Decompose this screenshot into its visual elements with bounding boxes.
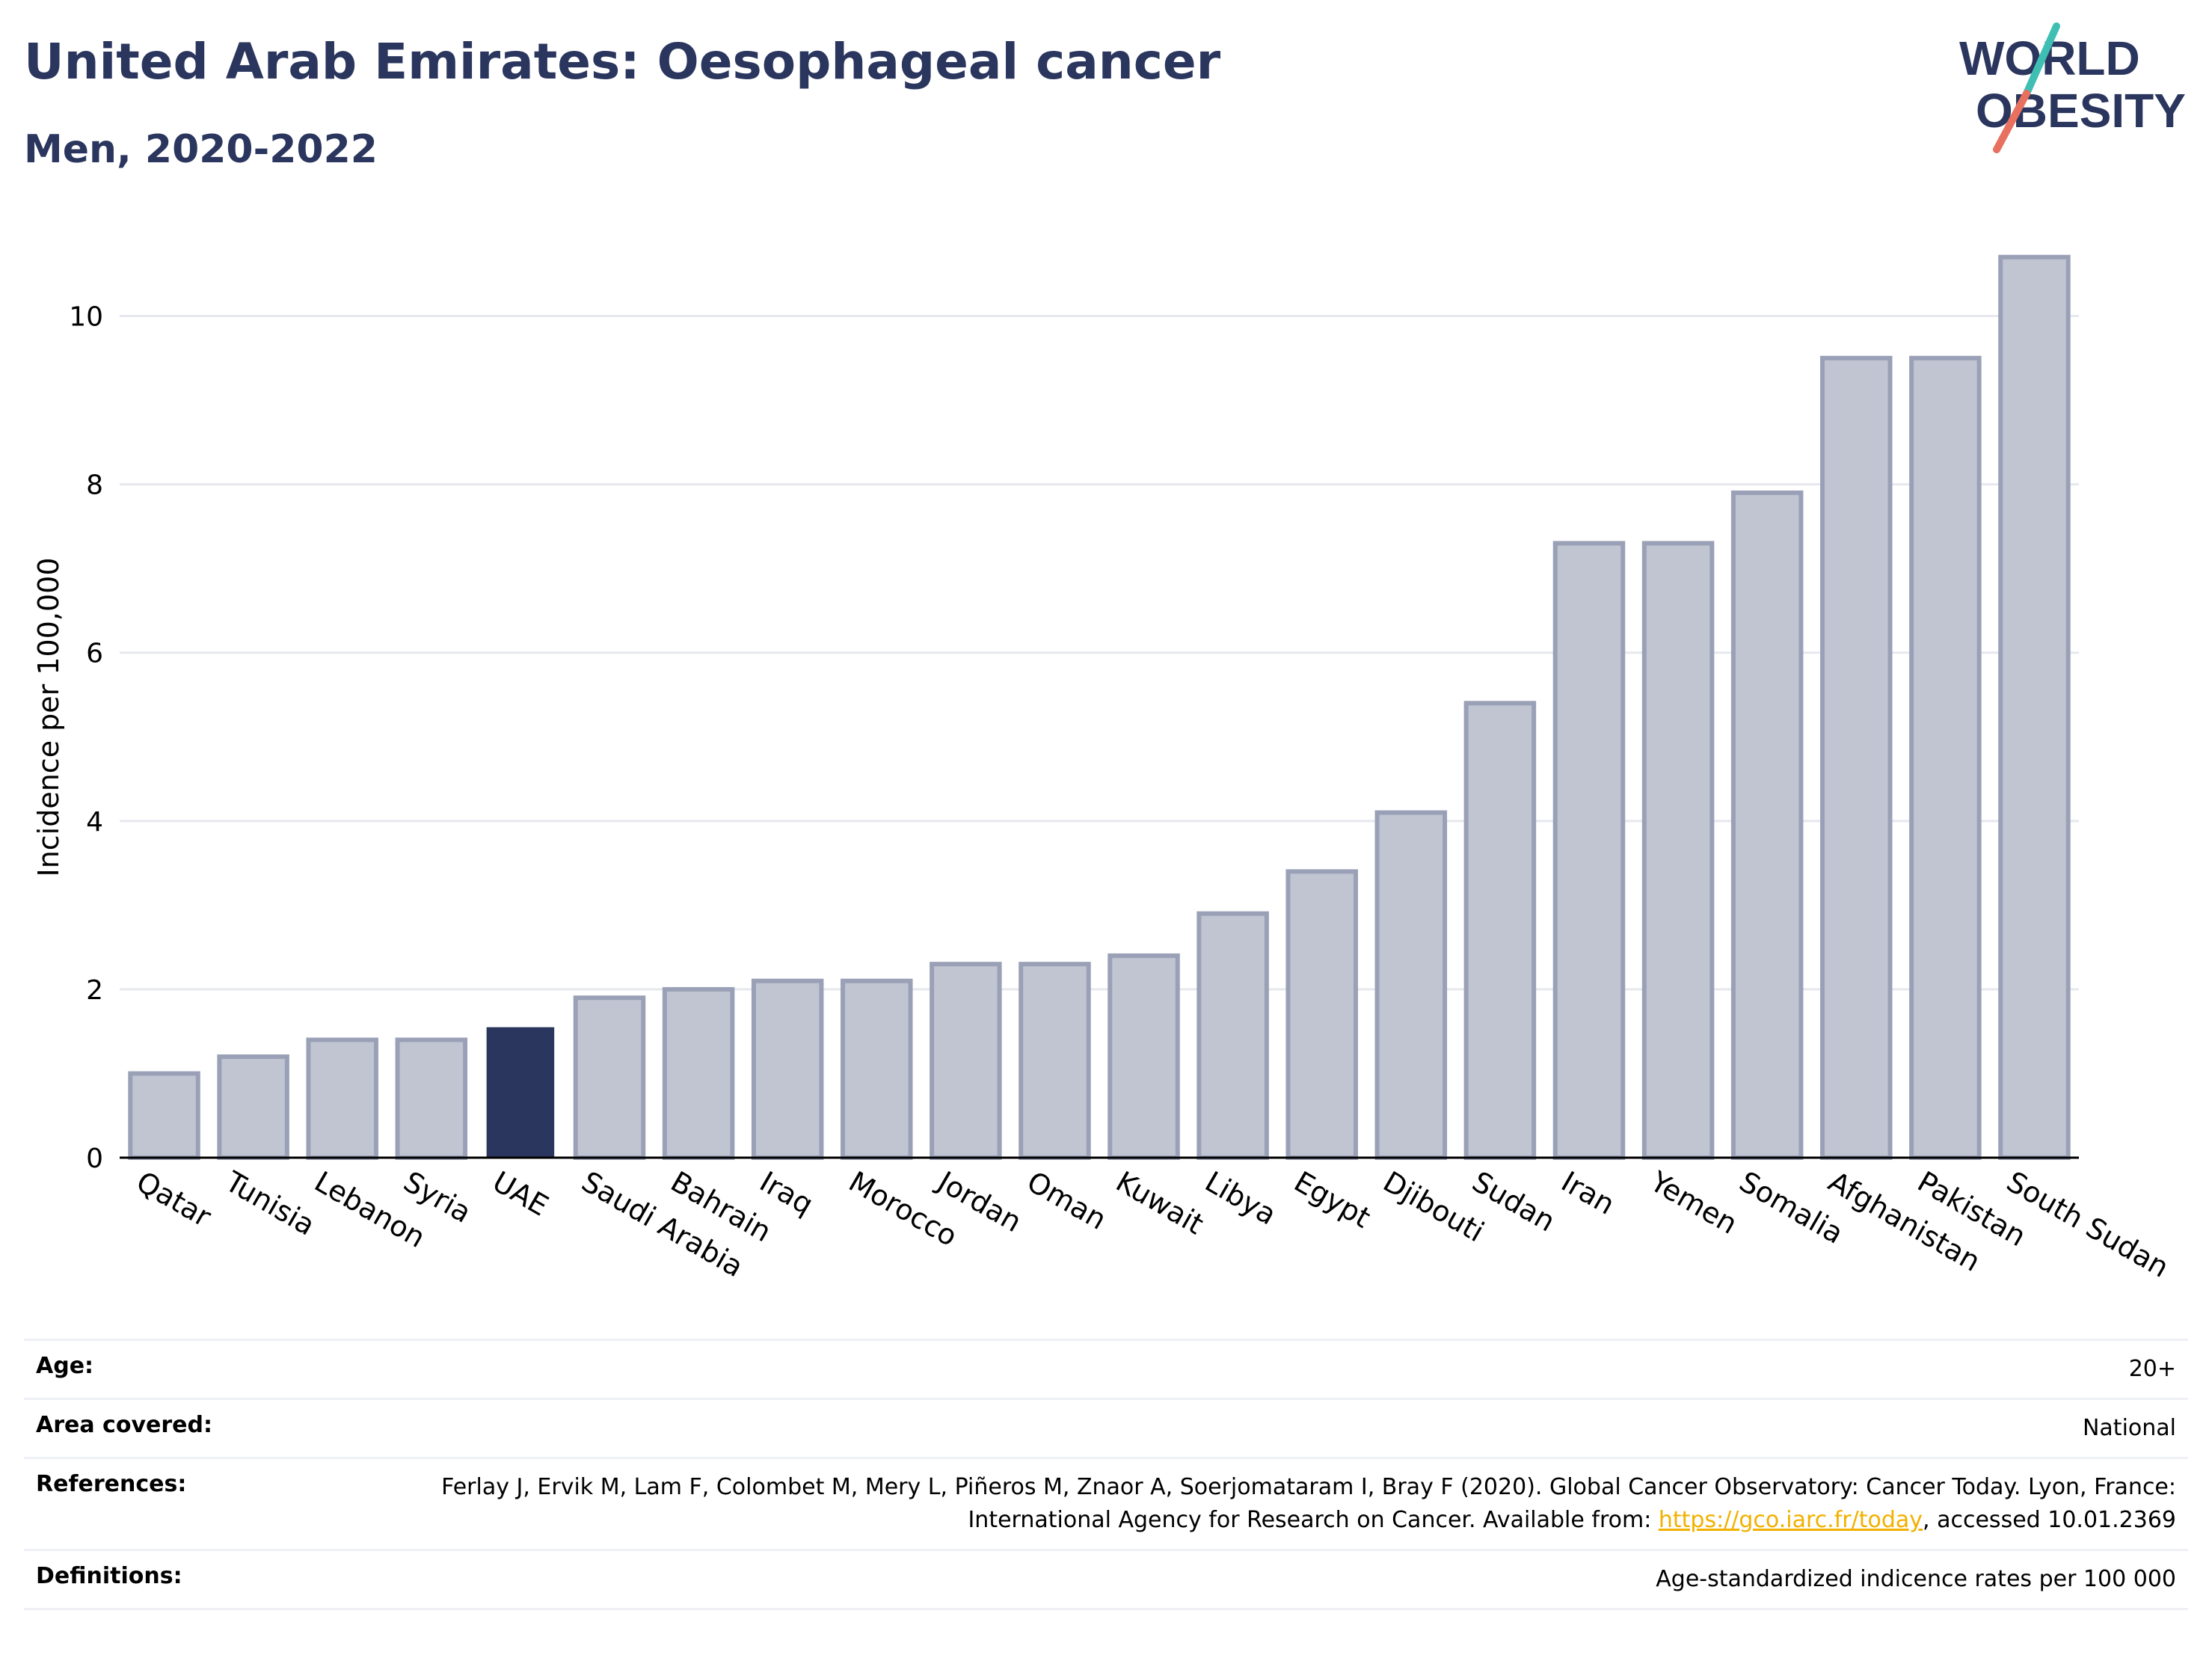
x-tick-label: Libya [1199, 1165, 1282, 1232]
y-axis-label: Incidence per 100,000 [32, 557, 65, 876]
bar-oman [1019, 962, 1091, 1161]
logo-slash-teal [2023, 22, 2060, 97]
info-key-references: References: [24, 1457, 362, 1550]
bar-afghanistan [1820, 355, 1893, 1160]
logo-slash-coral [1993, 90, 2030, 153]
info-row-age: Age: 20+ [24, 1339, 2188, 1399]
bar-jordan [930, 962, 1002, 1161]
info-value-references: Ferlay J, Ervik M, Lam F, Colombet M, Me… [362, 1457, 2188, 1550]
y-tick-label: 6 [86, 639, 103, 669]
info-row-area: Area covered: National [24, 1398, 2188, 1458]
info-value-age: 20+ [362, 1339, 2188, 1399]
bar-somalia [1730, 490, 1804, 1160]
bar-syria [395, 1037, 468, 1161]
world-obesity-logo: WORLD OBESITY [1959, 22, 2186, 153]
y-tick-label: 4 [86, 807, 103, 838]
bar-saudi-arabia [573, 995, 646, 1161]
info-key-age: Age: [24, 1339, 362, 1399]
y-tick-label: 8 [86, 470, 103, 501]
info-row-definitions: Definitions: Age-standardized indicence … [24, 1549, 2188, 1610]
bar-tunisia [217, 1054, 289, 1160]
bar-djibouti [1374, 810, 1448, 1160]
y-tick-label: 10 [69, 302, 103, 333]
bar-uae [486, 1027, 555, 1158]
x-tick-label: UAE [487, 1165, 553, 1223]
bar-lebanon [306, 1037, 378, 1161]
info-key-area: Area covered: [24, 1398, 362, 1458]
x-tick-label: Oman [1021, 1165, 1112, 1236]
y-tick-label: 2 [86, 975, 103, 1006]
y-tick-labels: 0 2 4 6 8 10 [69, 302, 103, 1174]
reference-text: Ferlay J, Ervik M, Lam F, Colombet M, Me… [441, 1474, 2176, 1533]
y-tick-label: 0 [86, 1143, 103, 1174]
x-tick-label: Yemen [1644, 1164, 1743, 1241]
reference-accessed: , accessed 10.01.2369 [1923, 1507, 2176, 1533]
bar-south-sudan [1998, 254, 2071, 1160]
chart-title: United Arab Emirates: Oesophageal cancer [24, 33, 1221, 90]
bar-iraq [751, 978, 824, 1160]
x-tick-label: Tunisia [219, 1164, 320, 1242]
bars [128, 254, 2071, 1161]
x-tick-label: Iran [1556, 1165, 1620, 1221]
bar-qatar [128, 1071, 200, 1161]
bar-iran [1552, 541, 1626, 1160]
x-tick-label: Djibouti [1377, 1165, 1490, 1249]
info-table: Age: 20+ Area covered: National Referenc… [24, 1339, 2188, 1610]
bar-pakistan [1909, 355, 1982, 1160]
bar-sudan [1463, 701, 1537, 1160]
bar-egypt [1285, 869, 1358, 1160]
bar-bahrain [662, 986, 735, 1160]
x-tick-label: Egypt [1288, 1165, 1376, 1235]
x-tick-label: Qatar [131, 1165, 217, 1234]
info-row-references: References: Ferlay J, Ervik M, Lam F, Co… [24, 1457, 2188, 1550]
info-key-definitions: Definitions: [24, 1549, 362, 1610]
bar-yemen [1641, 541, 1715, 1160]
bar-kuwait [1107, 953, 1180, 1160]
chart-subtitle: Men, 2020-2022 [24, 127, 378, 172]
info-value-area: National [362, 1398, 2188, 1458]
info-value-definitions: Age-standardized indicence rates per 100… [362, 1549, 2188, 1610]
reference-link[interactable]: https://gco.iarc.fr/today [1658, 1507, 1923, 1533]
bar-morocco [841, 978, 913, 1160]
x-tick-label: Kuwait [1110, 1165, 1209, 1241]
bar-libya [1196, 911, 1269, 1160]
